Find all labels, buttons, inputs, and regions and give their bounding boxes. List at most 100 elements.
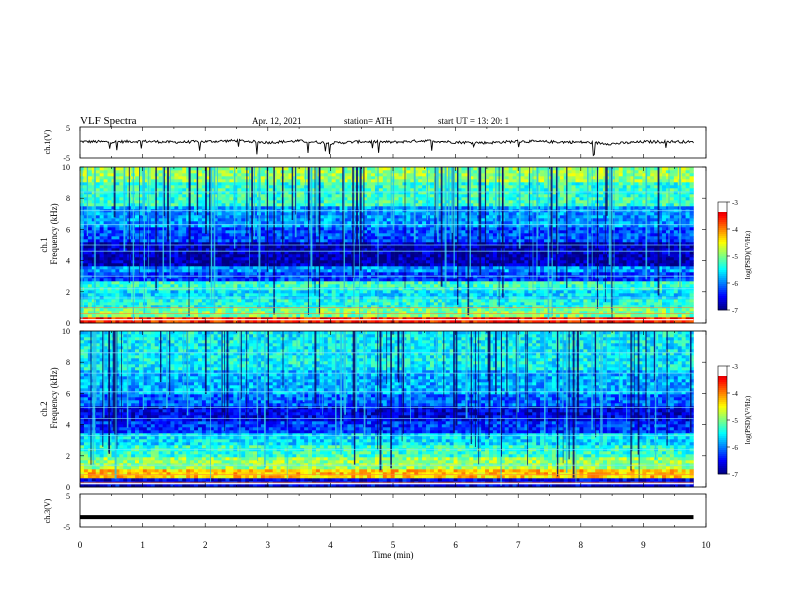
spectrogram-cell [650, 236, 655, 240]
spectrogram-cell [426, 245, 431, 249]
spectrogram-cell [123, 299, 128, 303]
spectrogram-cell [390, 302, 395, 306]
spectrogram-cell [312, 281, 317, 285]
spectrogram-cell [453, 314, 458, 318]
spectrogram-cell [685, 290, 690, 294]
spectrogram-cell [441, 314, 447, 318]
spectrogram-cell [402, 305, 407, 309]
spectrogram-cell [119, 254, 124, 258]
spectrogram-cell [433, 254, 439, 258]
spectrogram-cell [233, 284, 238, 288]
spectrogram-cell [371, 302, 376, 306]
spectrogram-cell [162, 293, 167, 297]
spectrogram-cell [520, 320, 525, 324]
spectrogram-cell [182, 314, 187, 318]
spectrogram-cell [536, 311, 541, 315]
spectrogram-cell [87, 251, 93, 255]
spectrogram-cell [103, 305, 108, 309]
spectrogram-cell [363, 227, 368, 231]
spectrogram-cell [186, 275, 191, 279]
spectrogram-cell [406, 290, 411, 294]
spectrogram-cell [304, 281, 309, 285]
spectrogram-cell [492, 314, 498, 318]
spectrogram-cell [650, 272, 655, 276]
spectrogram-cell [492, 317, 498, 321]
spectrogram-cell [532, 284, 537, 288]
spectrogram-cell [174, 293, 179, 297]
spectrogram-cell [249, 284, 254, 288]
spectrogram-cell [559, 236, 564, 240]
spectrogram-cell [374, 233, 380, 237]
spectrogram-cell [485, 269, 490, 273]
spectrogram-cell [481, 311, 486, 315]
spectrogram-cell [280, 293, 285, 297]
spectrogram-cell [540, 242, 545, 246]
spectrogram-cell [296, 227, 301, 231]
spectrogram-cell [158, 311, 163, 315]
spectrogram-cell [174, 236, 179, 240]
spectrogram-cell [292, 308, 297, 312]
spectrogram-cell [249, 248, 254, 252]
spectrogram-cell [264, 281, 270, 285]
spectrogram-cell [174, 248, 179, 252]
spectrogram-cell [642, 248, 647, 252]
spectrogram-cell [410, 281, 415, 285]
spectrogram-cell [477, 239, 482, 243]
spectrogram-cell [241, 311, 246, 315]
spectrogram-cell [433, 311, 439, 315]
spectrogram-cell [276, 284, 281, 288]
spectrogram-cell [268, 239, 273, 243]
spectrogram-cell [563, 293, 568, 297]
spectrogram-cell [229, 230, 234, 234]
spectrogram-cell [225, 275, 230, 279]
spectrogram-cell [213, 272, 218, 276]
spectrogram-cell [646, 281, 651, 285]
spectrogram-cell [123, 305, 128, 309]
spectrogram-cell [516, 233, 521, 237]
spectrogram-cell [441, 308, 447, 312]
spectrogram-cell [300, 272, 305, 276]
spectrogram-cell [544, 269, 549, 273]
spectrogram-cell [591, 284, 596, 288]
spectrogram-cell [347, 257, 352, 261]
spectrogram-cell [689, 281, 694, 285]
spectrogram-cell [253, 260, 258, 264]
spectrogram-cell [453, 293, 458, 297]
spectrogram-cell [551, 317, 557, 321]
spectrogram-cell [170, 278, 175, 282]
spectrogram-cell [319, 284, 325, 288]
spectrogram-cell [146, 302, 152, 306]
spectrogram-cell [363, 293, 368, 297]
spectrogram-cell [260, 254, 266, 258]
spectrogram-cell [406, 278, 411, 282]
spectrogram-cell [630, 314, 635, 318]
spectrogram-cell [119, 317, 124, 321]
spectrogram-cell [571, 299, 576, 303]
spectrogram-cell [563, 242, 568, 246]
spectrogram-cell [492, 227, 498, 231]
spectrogram-cell [630, 269, 635, 273]
spectrogram-cell [233, 269, 238, 273]
spectrogram-cell [363, 236, 368, 240]
spectrogram-cell [591, 236, 596, 240]
spectrogram-cell [201, 242, 207, 246]
spectrogram-cell [650, 290, 655, 294]
spectrogram-cell [610, 269, 616, 273]
spectrogram-cell [367, 272, 372, 276]
spectrogram-cell [292, 245, 297, 249]
spectrogram-cell [343, 278, 348, 282]
spectrogram-cell [622, 251, 627, 255]
spectrogram-cell [225, 269, 230, 273]
spectrogram-cell [461, 308, 466, 312]
spectrogram-cell [488, 227, 494, 231]
spectrogram-cell [119, 320, 124, 324]
spectrogram-cell [186, 245, 191, 249]
spectrogram-cell [433, 269, 439, 273]
spectrogram-cell [544, 293, 549, 297]
spectrogram-cell [426, 230, 431, 234]
spectrogram-cell [304, 302, 309, 306]
spectrogram-cell [123, 230, 128, 234]
spectrogram-cell [237, 278, 242, 282]
spectrogram-cell [461, 281, 466, 285]
spectrogram-cell [308, 245, 313, 249]
